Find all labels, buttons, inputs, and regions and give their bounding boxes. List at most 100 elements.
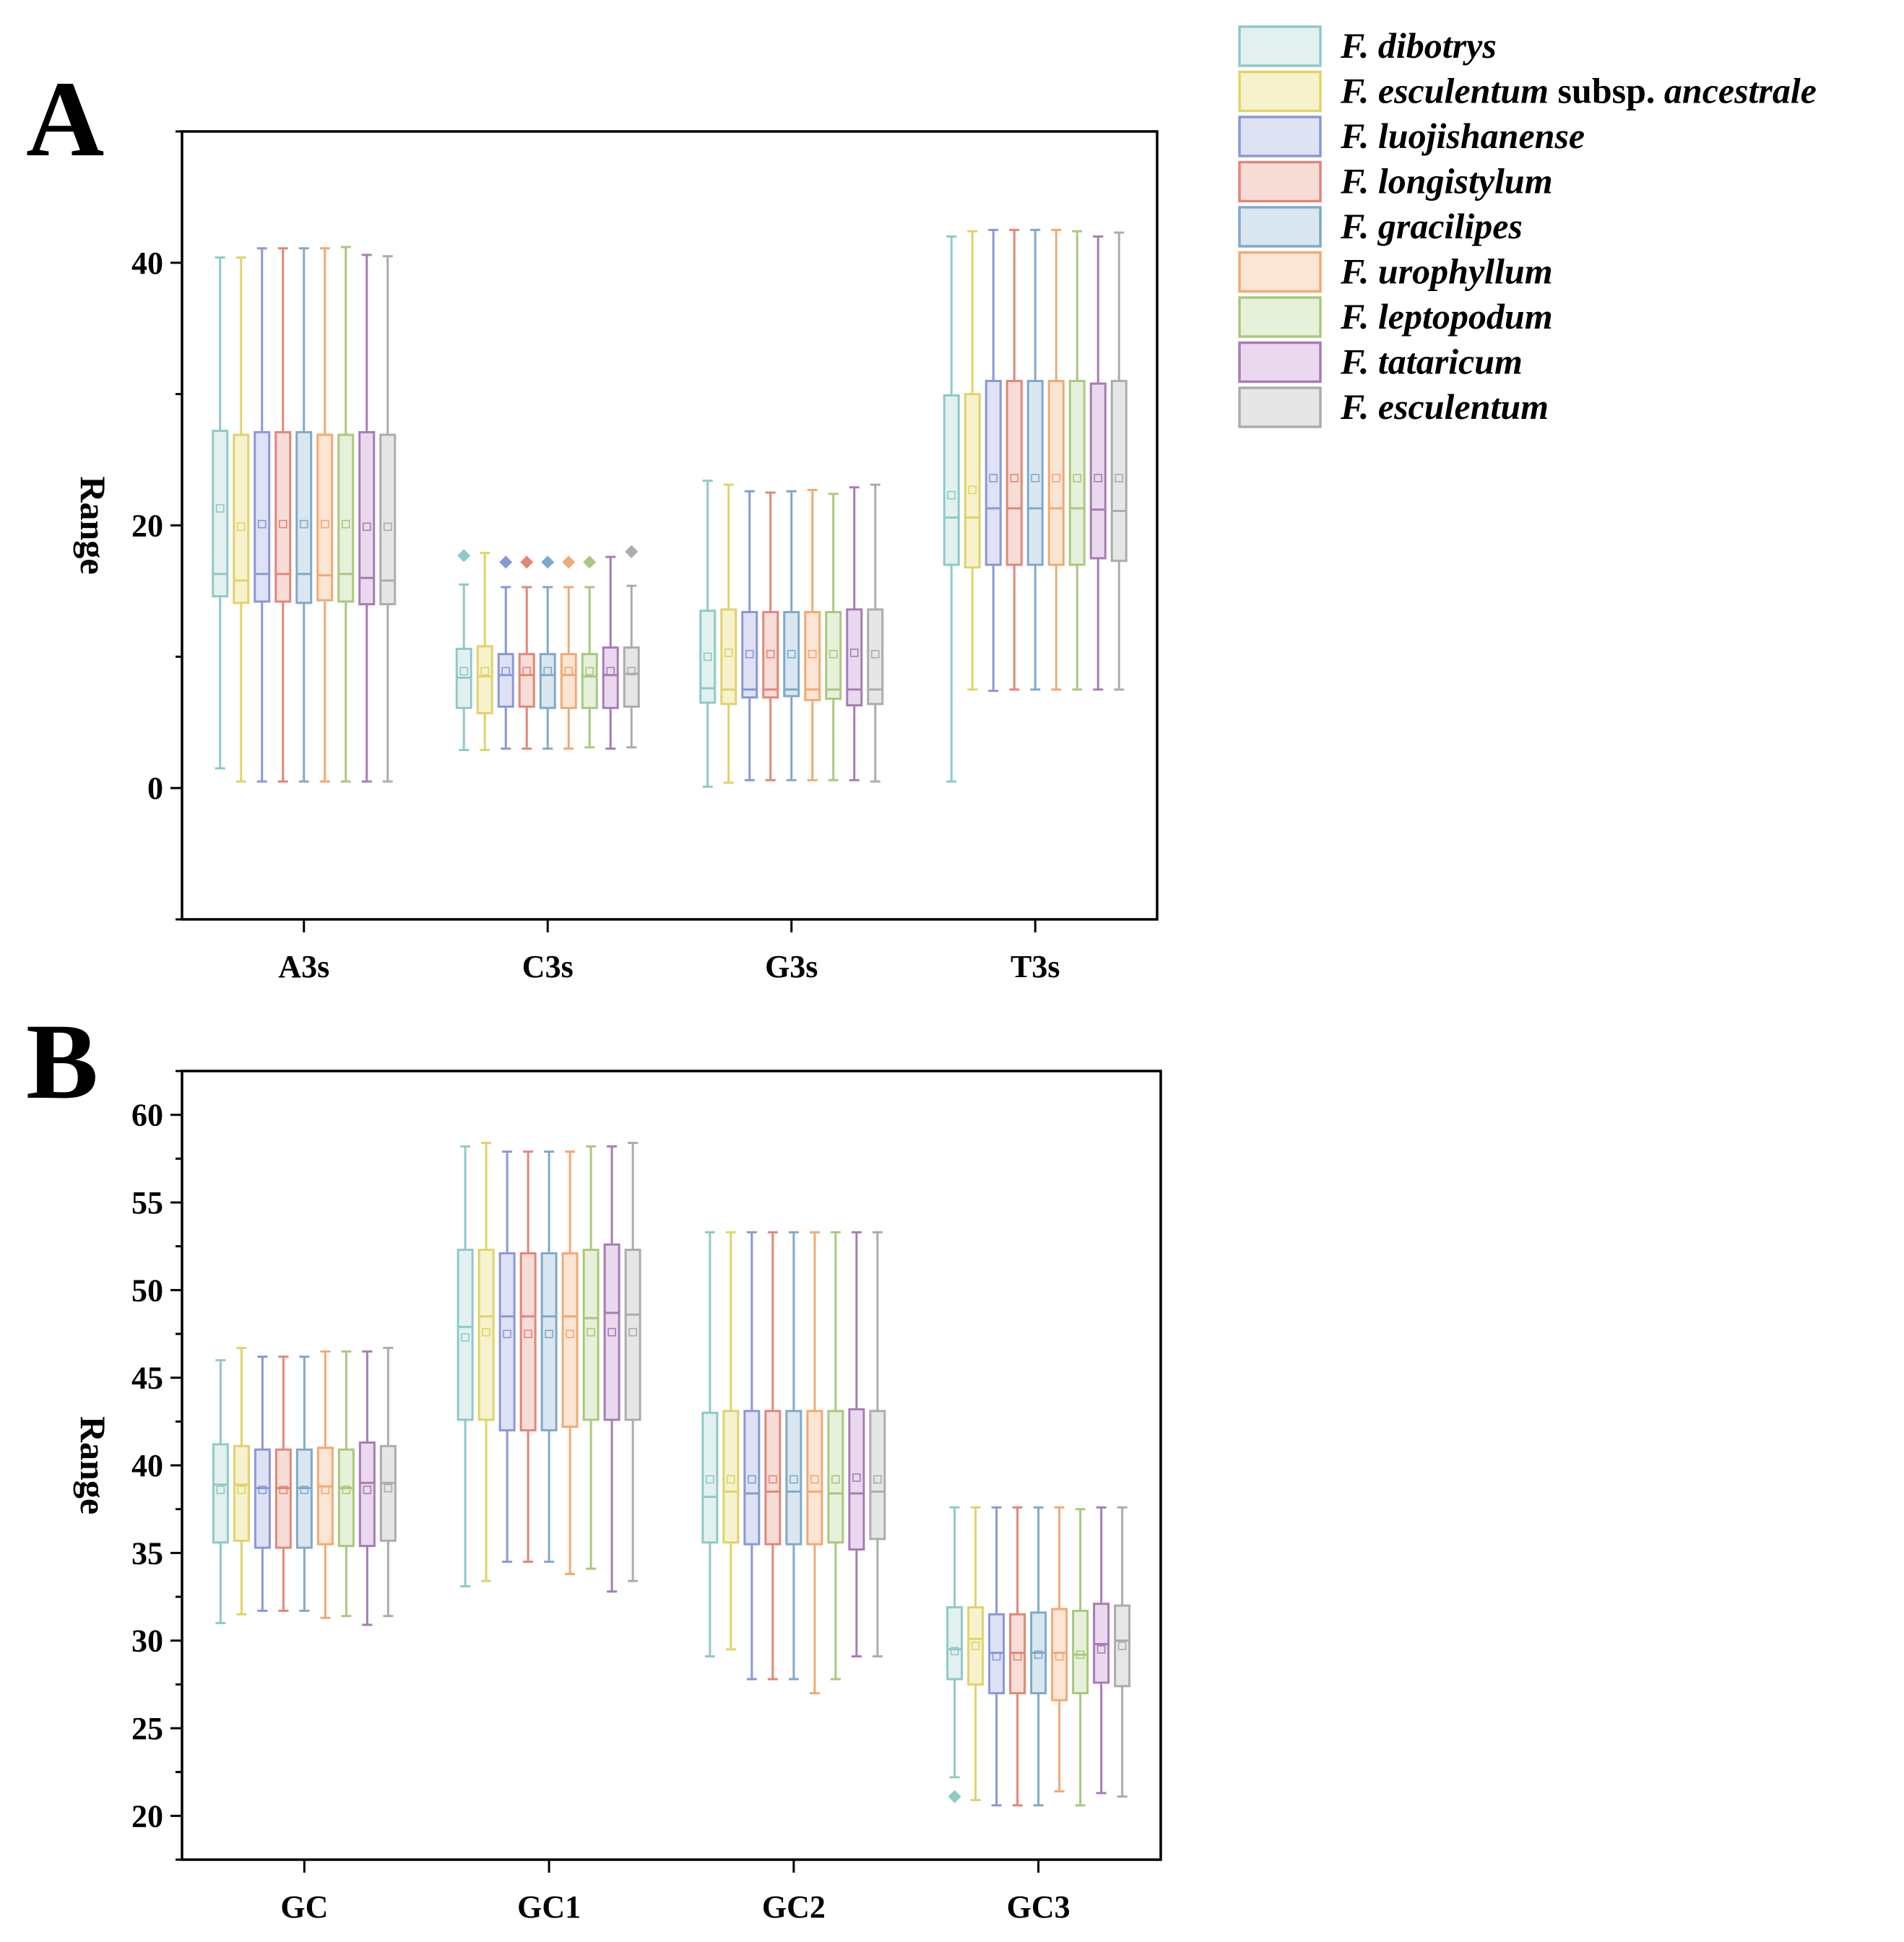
legend-swatch — [1238, 160, 1322, 203]
category-group-c3s — [455, 545, 640, 751]
box-body — [1005, 379, 1023, 566]
legend-label-part: F. gracilipes — [1340, 206, 1523, 246]
box-3 — [764, 1231, 782, 1681]
box-8 — [867, 483, 884, 783]
box-body — [806, 1410, 823, 1546]
box-6 — [581, 555, 598, 749]
box-7 — [1089, 235, 1107, 691]
box-1 — [233, 1346, 250, 1616]
category-group-a3s — [212, 246, 397, 783]
mean-marker — [480, 667, 490, 676]
legend-label-part: F. longistylum — [1340, 161, 1553, 201]
y-tick-label: 55 — [131, 1185, 163, 1221]
box-8 — [379, 1346, 397, 1618]
panel-a: A 0 20 40 Range A3s C3s G3s T3s — [26, 59, 1159, 984]
x-tick-label: C3s — [522, 949, 574, 984]
legend-swatch — [1238, 341, 1322, 383]
box-7 — [358, 253, 376, 783]
y-tick-label: 60 — [131, 1098, 163, 1133]
y-axis-title: Range — [73, 476, 113, 574]
mean-marker — [1034, 1650, 1043, 1659]
box-body — [603, 1243, 620, 1421]
mean-marker — [522, 667, 532, 676]
x-tick-label: T3s — [1011, 949, 1060, 984]
legend-swatch — [1238, 386, 1322, 428]
box-0 — [943, 235, 960, 783]
box-body — [869, 1410, 886, 1540]
box-body — [624, 1249, 641, 1421]
box-2 — [985, 228, 1002, 693]
legend-label: F. luojishanense — [1340, 116, 1585, 156]
box-4 — [1030, 1506, 1047, 1807]
box-body — [316, 1447, 334, 1546]
mean-marker — [384, 1483, 393, 1493]
box-2 — [497, 555, 514, 750]
box-6 — [1072, 1508, 1089, 1807]
y-tick-label: 20 — [131, 508, 163, 544]
box-body — [1072, 1609, 1089, 1694]
box-body — [1026, 379, 1044, 566]
box-body — [212, 430, 229, 598]
mean-marker — [849, 649, 859, 657]
mean-marker — [321, 1486, 330, 1494]
mean-marker — [828, 649, 838, 659]
y-tick-label: 20 — [131, 1798, 163, 1834]
legend-swatch — [1238, 116, 1322, 157]
legend-label: F. leptopodum — [1340, 296, 1553, 337]
panel-letter: B — [26, 1002, 98, 1122]
legend-label: F. esculentum subsp. ancestrale — [1340, 71, 1817, 111]
mean-marker — [1055, 1652, 1064, 1661]
box-3 — [518, 555, 535, 750]
mean-marker — [362, 522, 371, 532]
legend-item: F. urophyllum — [1238, 251, 1553, 293]
legend-swatch — [1238, 206, 1322, 248]
box-5 — [560, 555, 577, 750]
mean-marker — [1073, 474, 1082, 482]
panel-b: B 20 25 30 35 40 45 50 55 60 Range GC GC1 GC2 GC3 — [26, 1002, 1162, 1925]
box-body — [233, 433, 250, 604]
mean-marker — [363, 1486, 372, 1494]
mean-marker — [1052, 474, 1061, 482]
x-tick-label: GC2 — [762, 1889, 826, 1925]
mean-marker — [627, 667, 636, 676]
x-tick-label: GC — [280, 1889, 328, 1925]
mean-marker — [320, 519, 329, 529]
box-3 — [274, 1356, 292, 1612]
legend-label: F. gracilipes — [1340, 206, 1523, 246]
mean-marker — [587, 1327, 595, 1337]
box-body — [743, 1410, 761, 1546]
box-7 — [1093, 1506, 1110, 1795]
y-tick-label: 50 — [131, 1273, 163, 1308]
legend-label-part: F. urophyllum — [1340, 251, 1553, 292]
mean-marker — [992, 1652, 1001, 1661]
mean-marker — [545, 1330, 553, 1338]
mean-marker — [1096, 1645, 1106, 1654]
box-body — [295, 430, 313, 604]
box-body — [722, 1410, 740, 1544]
legend-label-part: F. leptopodum — [1340, 296, 1553, 337]
box-1 — [477, 1141, 495, 1582]
mean-marker — [1094, 474, 1103, 482]
mean-marker — [279, 1486, 288, 1494]
box-4 — [295, 1356, 313, 1612]
box-body — [602, 646, 619, 709]
legend-item: F. longistylum — [1238, 160, 1553, 203]
box-6 — [337, 246, 355, 783]
box-body — [561, 1252, 579, 1429]
box-3 — [274, 247, 292, 783]
legend-item: F. esculentum — [1238, 386, 1549, 428]
legend-item: F. gracilipes — [1238, 206, 1523, 248]
mean-marker — [236, 522, 246, 532]
box-5 — [316, 1350, 334, 1619]
box-body — [456, 1249, 474, 1421]
box-0 — [456, 1145, 474, 1587]
mean-marker — [342, 1486, 351, 1494]
mean-marker — [1115, 474, 1124, 482]
y-tick-label: 45 — [131, 1361, 163, 1396]
box-0 — [212, 256, 229, 770]
box-2 — [498, 1150, 516, 1563]
box-body — [967, 1606, 985, 1686]
box-body — [623, 646, 640, 708]
box-body — [498, 1252, 516, 1431]
box-4 — [539, 555, 556, 750]
